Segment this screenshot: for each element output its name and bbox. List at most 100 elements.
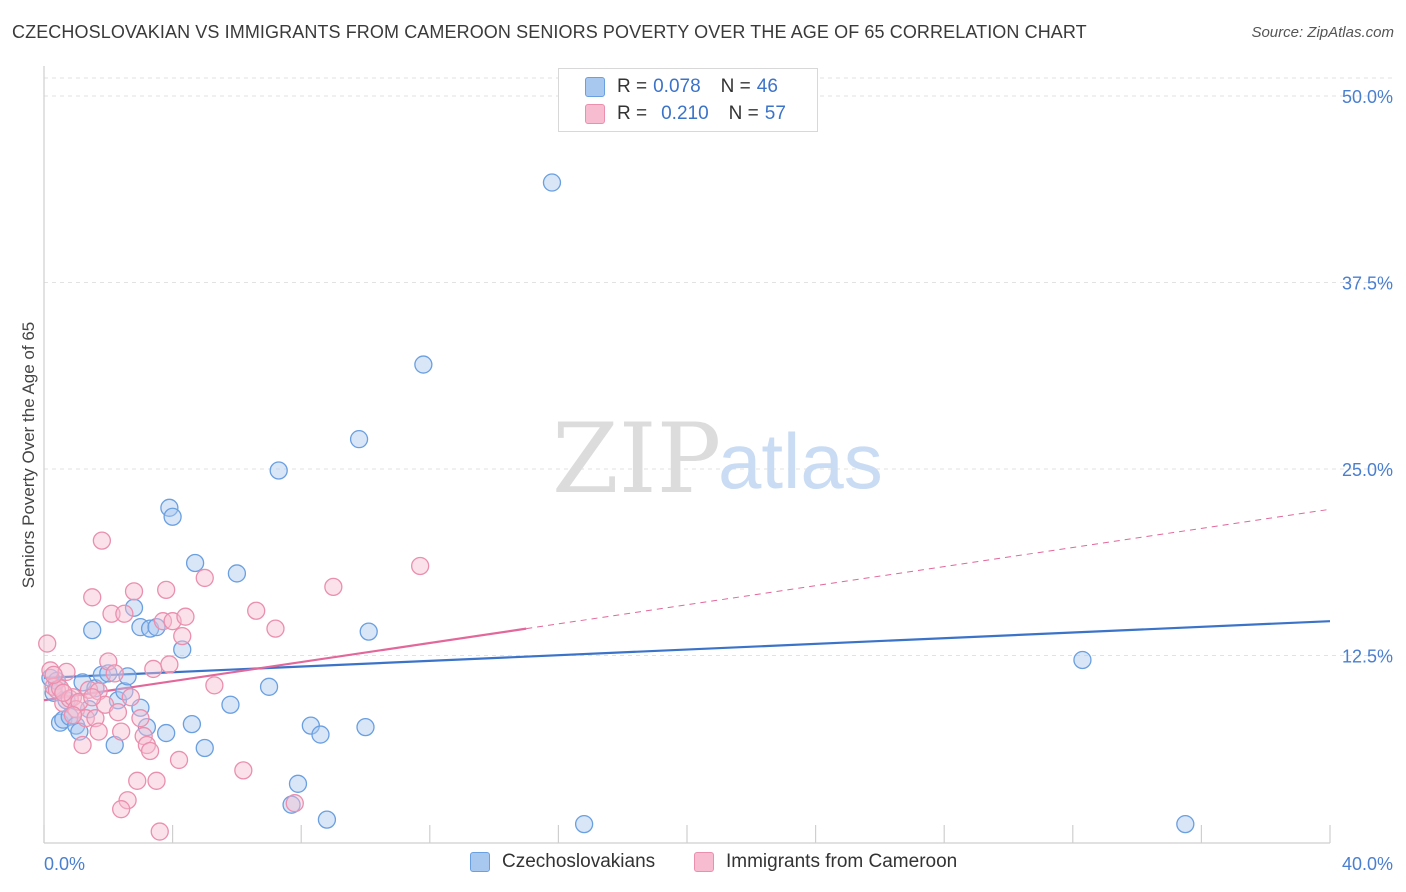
point-cameroon	[102, 604, 121, 623]
point-cameroon	[153, 612, 173, 631]
point-czechoslovakians	[359, 622, 378, 641]
point-cameroon	[83, 588, 102, 607]
point-czechoslovakians	[195, 738, 214, 758]
point-cameroon	[195, 568, 214, 588]
point-cameroon	[128, 771, 147, 790]
point-czechoslovakians	[574, 814, 594, 834]
point-cameroon	[73, 735, 92, 755]
point-cameroon	[118, 791, 137, 810]
x-tick-labels: 0.0% 40.0%	[44, 854, 1393, 874]
point-cameroon	[121, 688, 140, 707]
point-cameroon	[205, 676, 224, 695]
series-swatch-pink	[694, 852, 714, 872]
watermark-atlas: atlas	[718, 417, 883, 505]
point-cameroon	[112, 800, 131, 819]
series-legend-cameroon[interactable]: Immigrants from Cameroon	[694, 851, 957, 873]
point-cameroon	[105, 664, 124, 683]
point-czechoslovakians	[269, 461, 288, 480]
x-tick-label: 40.0%	[1342, 854, 1393, 874]
point-czechoslovakians	[1176, 814, 1195, 834]
legend-r-value: 0.210	[661, 103, 709, 124]
point-cameroon	[124, 582, 144, 601]
point-czechoslovakians	[414, 355, 433, 374]
point-cameroon	[247, 601, 266, 620]
point-cameroon	[63, 706, 83, 725]
point-cameroon	[92, 531, 112, 550]
source-label: Source: ZipAtlas.com	[1251, 24, 1394, 41]
point-czechoslovakians	[157, 723, 176, 743]
point-cameroon	[324, 577, 343, 597]
point-cameroon	[115, 604, 134, 623]
grid-lines	[44, 77, 1392, 656]
point-czechoslovakians	[349, 430, 369, 449]
point-czechoslovakians	[83, 620, 102, 640]
point-cameroon	[144, 659, 163, 679]
series-legend-czechoslovakians[interactable]: Czechoslovakians	[470, 851, 655, 873]
point-czechoslovakians	[1073, 650, 1092, 670]
point-cameroon	[86, 709, 105, 728]
series-legend-label: Czechoslovakians	[502, 851, 656, 872]
point-cameroon	[38, 634, 57, 653]
trend-line-cameroon-projection	[526, 508, 1331, 630]
point-cameroon	[54, 683, 73, 702]
point-cameroon	[89, 722, 108, 741]
point-czechoslovakians	[356, 717, 375, 737]
point-cameroon	[157, 580, 176, 600]
point-cameroon	[176, 607, 195, 626]
point-czechoslovakians	[185, 553, 205, 573]
point-cameroon	[173, 626, 192, 646]
point-czechoslovakians	[317, 810, 337, 829]
point-cameroon	[150, 822, 169, 841]
point-czechoslovakians	[311, 725, 330, 744]
trend-lines	[43, 508, 1331, 702]
series-legend: Czechoslovakians Immigrants from Cameroo…	[0, 851, 1406, 877]
point-czechoslovakians	[542, 173, 562, 192]
legend-row-czechoslovakians: R = 0.078 N = 46	[585, 74, 778, 100]
legend-n-value: 57	[764, 103, 786, 124]
chart-title: CZECHOSLOVAKIAN VS IMMIGRANTS FROM CAMER…	[12, 22, 1087, 42]
legend-row-cameroon: R = 0.210 N = 57	[585, 101, 786, 127]
point-cameroon	[266, 619, 285, 638]
axes	[43, 66, 1331, 844]
legend-n-label: N =	[728, 103, 759, 124]
legend-r-label: R =	[617, 76, 648, 97]
point-cameroon	[160, 655, 179, 674]
legend-r-value: 0.078	[653, 76, 701, 97]
watermark-zip: ZIP	[552, 403, 721, 515]
point-cameroon	[44, 665, 63, 685]
point-cameroon	[169, 750, 189, 770]
series-swatch-blue	[470, 852, 490, 872]
y-tick-label: 50.0%	[1342, 87, 1393, 107]
legend-r-label: R =	[617, 103, 648, 124]
point-cameroon	[83, 688, 102, 707]
legend-n-label: N =	[720, 76, 751, 97]
point-czechoslovakians	[221, 695, 240, 714]
point-cameroon	[285, 794, 304, 813]
x-tick-label: 0.0%	[44, 854, 85, 874]
point-czechoslovakians	[259, 677, 279, 696]
point-cameroon	[147, 771, 166, 790]
y-tick-labels: 12.5% 25.0% 37.5% 50.0%	[1342, 87, 1393, 667]
point-cameroon	[234, 761, 253, 780]
point-czechoslovakians	[288, 774, 308, 793]
y-tick-label: 12.5%	[1342, 647, 1393, 667]
y-axis-label: Seniors Poverty Over the Age of 65	[19, 322, 38, 588]
legend-swatch-pink	[585, 104, 605, 124]
point-czechoslovakians	[227, 564, 247, 583]
trend-line-cameroon	[43, 627, 527, 702]
point-cameroon	[411, 556, 430, 576]
series-legend-label: Immigrants from Cameroon	[726, 851, 958, 872]
correlation-legend: R = 0.078 N = 46 R = 0.210 N = 57	[558, 68, 818, 132]
point-cameroon	[108, 703, 128, 722]
y-tick-label: 37.5%	[1342, 274, 1393, 294]
legend-swatch-blue	[585, 77, 605, 97]
point-czechoslovakians	[182, 714, 202, 734]
point-cameroon	[140, 741, 160, 761]
data-points	[38, 173, 1195, 841]
point-cameroon	[131, 709, 150, 728]
trend-line-czechoslovakians	[43, 620, 1331, 679]
point-czechoslovakians	[163, 507, 182, 526]
y-tick-label: 25.0%	[1342, 460, 1393, 480]
point-cameroon	[112, 722, 131, 741]
